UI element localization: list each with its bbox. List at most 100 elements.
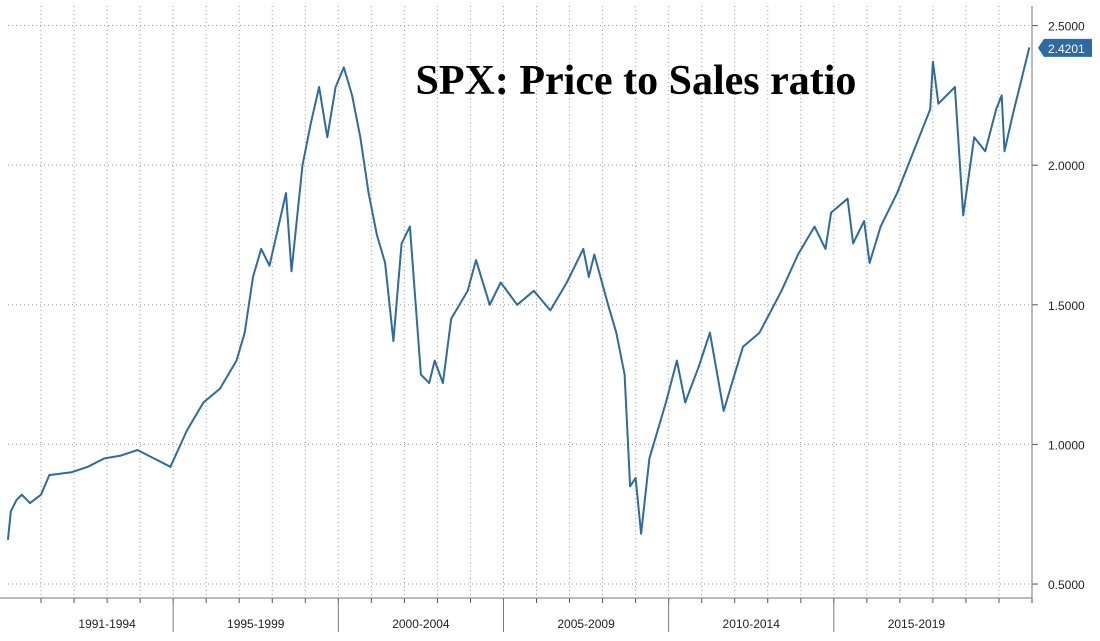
- data-point: [290, 270, 293, 273]
- axes: 0.5000 1.0000 1.5000 2.0000 2.5000 1991-1994 1…: [0, 6, 1085, 632]
- data-point: [87, 466, 89, 468]
- data-point: [973, 136, 975, 138]
- data-point: [243, 331, 246, 334]
- data-point: [10, 510, 12, 513]
- data-point: [488, 304, 491, 306]
- data-point: [475, 259, 477, 261]
- data-point: [442, 382, 444, 384]
- data-point: [428, 382, 431, 384]
- data-point: [219, 387, 221, 390]
- data-point: [962, 214, 964, 217]
- data-point: [954, 86, 956, 88]
- y-tick-label: 2.5000: [1048, 20, 1085, 34]
- data-point: [582, 248, 585, 250]
- series-layer: [7, 47, 1031, 541]
- data-point: [136, 449, 139, 451]
- data-point: [780, 290, 783, 292]
- y-tick-label: 1.0000: [1048, 438, 1085, 452]
- data-point: [450, 318, 453, 320]
- data-point: [709, 331, 711, 334]
- data-point: [103, 457, 106, 460]
- data-point: [334, 86, 337, 88]
- data-point: [593, 253, 596, 256]
- data-point: [937, 102, 940, 105]
- data-point: [676, 359, 678, 362]
- data-point: [623, 373, 626, 376]
- data-point: [285, 192, 287, 194]
- data-point: [400, 242, 403, 245]
- x-tick-label: 1995-1999: [227, 617, 285, 631]
- grid-lines: [8, 6, 1033, 598]
- data-point: [40, 493, 42, 496]
- data-point: [830, 211, 832, 214]
- data-point: [629, 485, 631, 488]
- data-point: [252, 276, 254, 278]
- x-tick-label: 1991-1994: [78, 617, 136, 631]
- last-value-label: 2.4201: [1048, 42, 1085, 56]
- data-point: [202, 401, 205, 404]
- data-point: [615, 331, 618, 334]
- data-point: [516, 304, 518, 306]
- data-point: [367, 192, 370, 194]
- data-point: [824, 248, 827, 250]
- data-point: [932, 61, 934, 63]
- data-point: [1011, 114, 1014, 116]
- data-point: [698, 365, 700, 368]
- data-point: [15, 499, 18, 502]
- data-point: [169, 466, 172, 468]
- data-point: [929, 108, 931, 111]
- data-point: [852, 242, 854, 245]
- data-point: [343, 66, 345, 69]
- data-point: [731, 382, 733, 384]
- data-point: [420, 373, 422, 376]
- y-tick-label: 0.5000: [1048, 578, 1085, 592]
- data-point: [995, 108, 997, 111]
- data-point: [879, 225, 882, 228]
- x-tick-label: 2015-2019: [888, 617, 946, 631]
- data-point: [742, 345, 744, 348]
- data-point: [120, 454, 122, 457]
- data-point: [466, 290, 469, 292]
- data-point: [409, 225, 411, 228]
- x-tick-label: 2010-2014: [723, 617, 781, 631]
- data-point: [301, 164, 304, 166]
- data-point: [868, 262, 871, 264]
- y-tick-label: 1.5000: [1048, 299, 1085, 313]
- data-point: [48, 474, 51, 476]
- data-point: [153, 457, 155, 460]
- data-point: [813, 225, 816, 228]
- x-tick-label: 2005-2009: [557, 617, 615, 631]
- y-tick-label: 2.0000: [1048, 159, 1085, 173]
- data-point: [634, 477, 637, 479]
- data-point: [326, 136, 329, 138]
- data-point: [896, 192, 898, 194]
- data-point: [640, 533, 642, 535]
- data-point: [758, 331, 761, 334]
- data-point: [186, 429, 188, 432]
- data-point: [566, 281, 568, 284]
- data-point: [1028, 47, 1030, 49]
- data-point: [70, 471, 73, 474]
- data-point: [260, 248, 263, 250]
- data-point: [318, 86, 320, 88]
- chart-title: SPX: Price to Sales ratio: [416, 58, 857, 104]
- data-point: [863, 220, 865, 222]
- data-point: [351, 94, 353, 97]
- data-point: [235, 359, 238, 362]
- x-tick-label: 2000-2004: [392, 617, 450, 631]
- data-point: [722, 410, 725, 412]
- data-point: [268, 264, 271, 267]
- data-point: [310, 122, 312, 125]
- data-point: [376, 234, 378, 236]
- data-point: [984, 150, 986, 152]
- data-point: [665, 401, 667, 404]
- data-point: [7, 538, 9, 541]
- data-point: [1003, 150, 1006, 152]
- last-value-badge-group: 2.4201: [1038, 38, 1092, 57]
- data-point: [549, 309, 552, 312]
- data-point: [392, 340, 395, 342]
- data-point: [607, 304, 609, 306]
